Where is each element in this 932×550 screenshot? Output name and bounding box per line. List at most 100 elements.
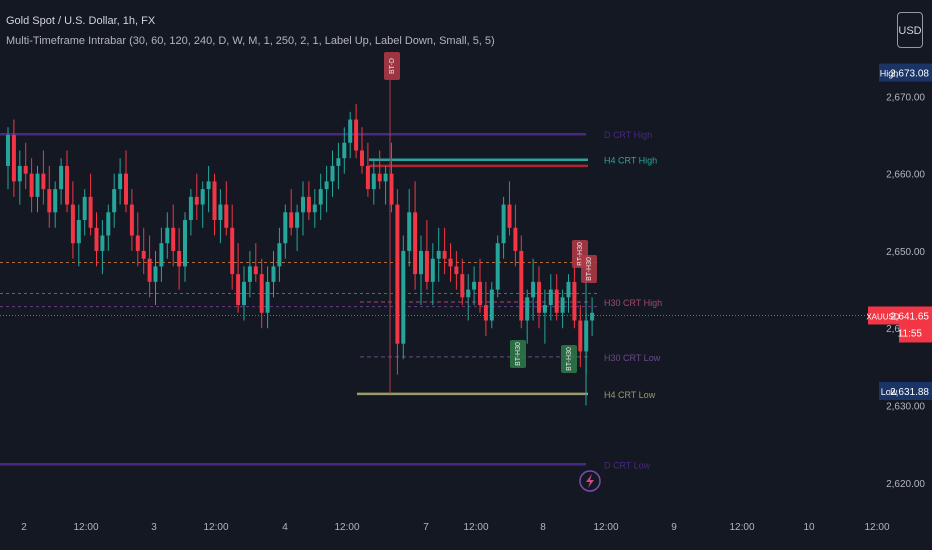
current-price-value: 2,641.65 [890, 311, 929, 322]
candle-body [513, 227, 518, 251]
candle [354, 104, 359, 159]
candle [501, 196, 506, 259]
candle-body [336, 158, 341, 166]
candle-body [542, 305, 547, 313]
candle-body [318, 189, 323, 205]
candle-body [100, 235, 105, 251]
candle-body [41, 173, 46, 190]
x-tick-label: 12:00 [334, 522, 359, 533]
candle [531, 258, 536, 321]
candle-body [460, 274, 465, 298]
marker-box [581, 255, 597, 283]
candle-body [271, 266, 276, 282]
candle [578, 305, 583, 367]
candle [35, 165, 40, 213]
lightning-icon[interactable] [579, 470, 601, 492]
candle-body [531, 281, 536, 298]
signal-marker[interactable]: BT-H30 [561, 345, 577, 373]
candle [424, 220, 429, 290]
low-badge-value: 2,631.88 [890, 387, 929, 398]
candle [377, 150, 382, 190]
low-badge-label: Low [881, 387, 898, 397]
candle [129, 189, 134, 251]
candle-body [519, 250, 524, 321]
candle [318, 173, 323, 221]
time-axis[interactable]: 2 12:00 3 12:00 4 12:00 7 12:00 8 12:00 9 12:00 10 12… [21, 522, 890, 533]
candle [554, 274, 559, 321]
marker-box [510, 340, 526, 368]
candle-body [53, 189, 58, 213]
marker-text: BT-D [389, 58, 396, 74]
candle-body [194, 196, 199, 205]
candle-body [47, 189, 52, 213]
candle-body [354, 119, 359, 151]
candle-body [259, 274, 264, 313]
signal-marker[interactable]: BT-H30 [581, 255, 597, 283]
candle-body [419, 250, 423, 275]
candle [218, 189, 223, 244]
candle-body [247, 266, 252, 282]
candle-body [501, 204, 506, 244]
x-tick-label: 9 [671, 522, 677, 533]
signal-marker[interactable]: BT-H30 [510, 340, 526, 368]
candle [277, 227, 282, 282]
candle [360, 127, 364, 174]
low-badge-box [899, 381, 932, 400]
candle-body [124, 173, 128, 205]
candle [489, 281, 494, 329]
candle-body [389, 173, 394, 205]
currency-button[interactable]: USD [897, 12, 923, 48]
candle [383, 165, 388, 205]
candle-body [118, 173, 123, 190]
candle [472, 266, 477, 306]
candle-body [360, 150, 364, 166]
candle-body [65, 165, 69, 205]
candle-body [442, 250, 447, 259]
candle [141, 227, 146, 275]
x-tick-label: 12:00 [463, 522, 488, 533]
candle [542, 289, 547, 344]
candle-body [76, 220, 81, 244]
marker-box [384, 52, 400, 80]
signal-marker[interactable]: BT-D [384, 52, 400, 80]
candle [94, 212, 99, 267]
candle [395, 189, 400, 375]
marker-text: BT-H30 [515, 342, 522, 366]
candle-body [82, 196, 87, 221]
candle-body [224, 204, 229, 228]
indicator-legend[interactable]: Multi-Timeframe Intrabar (30, 60, 120, 2… [6, 35, 495, 47]
candle [259, 258, 264, 329]
candle [177, 227, 182, 290]
candle [112, 173, 117, 228]
candle [17, 150, 22, 205]
symbol-label: XAUUSD [866, 312, 900, 321]
candle [525, 289, 530, 344]
candle-body [466, 289, 471, 298]
candle [242, 266, 246, 321]
candle-body [554, 289, 559, 313]
crt-level-label: H4 CRT High [604, 156, 657, 166]
candle [100, 220, 105, 275]
x-tick-label: 7 [423, 522, 429, 533]
candle-body [525, 297, 530, 321]
chart-title[interactable]: Gold Spot / U.S. Dollar, 1h, FX [6, 15, 156, 27]
candle [82, 189, 87, 236]
marker-text: BT-H30 [586, 257, 593, 281]
marker-text: BT-H30 [566, 347, 573, 371]
candle-body [483, 305, 488, 321]
candle-body [572, 281, 577, 321]
candle [212, 173, 217, 236]
x-tick-label: 8 [540, 522, 546, 533]
x-tick-label: 4 [282, 522, 288, 533]
y-tick-label: 2,620.00 [886, 479, 925, 490]
x-tick-label: 10 [803, 522, 815, 533]
candle-body [177, 250, 182, 267]
candle [301, 181, 305, 236]
x-tick-label: 12:00 [593, 522, 618, 533]
x-tick-label: 12:00 [729, 522, 754, 533]
candle [495, 235, 500, 298]
